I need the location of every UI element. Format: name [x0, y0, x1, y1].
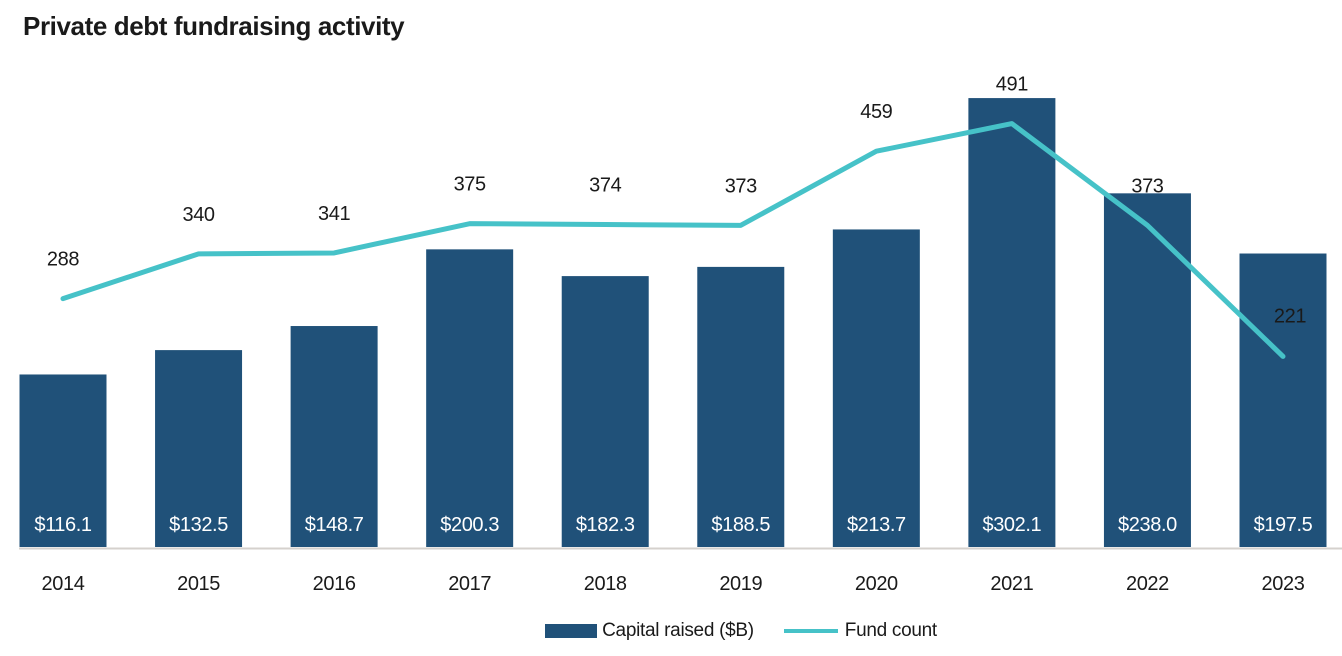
x-axis-label-2017: 2017 [448, 573, 491, 595]
x-axis-label-2022: 2022 [1126, 573, 1169, 595]
x-axis-label-2014: 2014 [42, 573, 85, 595]
bar-value-label-2015: $132.5 [169, 514, 228, 536]
bar-2020 [832, 229, 920, 547]
fund-count-label-2019: 373 [725, 175, 757, 197]
bar-value-label-2020: $213.7 [847, 514, 906, 536]
bar-2021 [968, 98, 1056, 547]
fund-count-label-2014: 288 [47, 249, 79, 271]
chart-legend: Capital raised ($B) Fund count [0, 620, 1342, 642]
bar-value-label-2019: $188.5 [711, 514, 770, 536]
legend-item-capital-raised: Capital raised ($B) [545, 620, 754, 642]
bar-value-label-2022: $238.0 [1118, 514, 1177, 536]
bar-value-label-2017: $200.3 [440, 514, 499, 536]
x-axis-label-2020: 2020 [855, 573, 898, 595]
x-axis-label-2018: 2018 [584, 573, 627, 595]
fund-count-label-2018: 374 [589, 174, 621, 196]
x-axis-label-2019: 2019 [719, 573, 762, 595]
legend-item-fund-count: Fund count [783, 620, 937, 642]
page-title: Private debt fundraising activity [23, 11, 405, 41]
legend-bar-swatch-icon [545, 624, 598, 638]
bar-value-label-2021: $302.1 [982, 514, 1041, 536]
x-axis-label-2015: 2015 [177, 573, 220, 595]
fund-count-label-2023: 221 [1274, 305, 1306, 327]
bar-2018 [561, 276, 649, 547]
bar-2019 [697, 266, 785, 547]
legend-line-swatch-icon [783, 629, 838, 633]
x-axis-label-2023: 2023 [1262, 573, 1305, 595]
bar-2014 [19, 374, 107, 547]
bar-2023 [1239, 253, 1327, 547]
fund-count-label-2015: 340 [182, 204, 214, 226]
fund-count-label-2017: 375 [454, 174, 486, 196]
bar-2022 [1103, 193, 1191, 547]
fund-count-line [60, 121, 1286, 359]
bar-value-label-2023: $197.5 [1254, 514, 1313, 536]
fund-count-label-2021: 491 [996, 74, 1028, 96]
bar-value-label-2018: $182.3 [576, 514, 635, 536]
fund-count-label-2022: 373 [1131, 175, 1163, 197]
legend-label-fund-count: Fund count [844, 620, 937, 641]
bar-value-label-2014: $116.1 [34, 514, 92, 536]
legend-label-capital-raised: Capital raised ($B) [602, 620, 754, 641]
bar-value-label-2016: $148.7 [305, 514, 364, 536]
bar-2017 [426, 249, 514, 548]
bar-2015 [155, 350, 243, 547]
x-axis-label-2016: 2016 [313, 573, 356, 595]
fund-count-label-2020: 459 [860, 101, 892, 123]
bar-2016 [290, 326, 378, 547]
x-axis-label-2021: 2021 [990, 573, 1033, 595]
fund-count-label-2016: 341 [318, 203, 350, 225]
